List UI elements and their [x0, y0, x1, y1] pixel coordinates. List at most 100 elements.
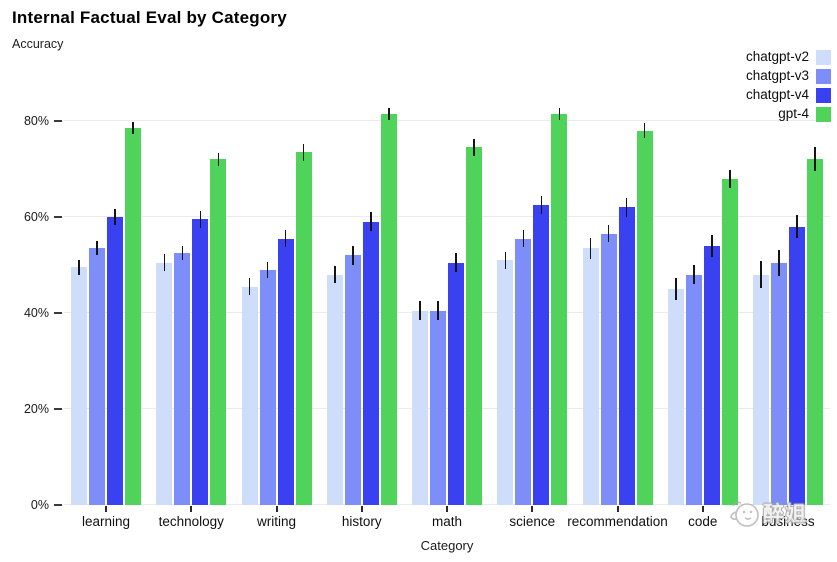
error-bar-chatgpt-v3-learning: [96, 241, 98, 256]
error-bar-chatgpt-v4-science: [540, 196, 542, 214]
bar-chatgpt-v2-science: [497, 251, 514, 505]
bar-group-business: [753, 89, 823, 505]
error-bar-chatgpt-v3-writing: [266, 261, 269, 278]
error-bar-gpt-4-technology: [217, 153, 219, 166]
error-bar-chatgpt-v3-business: [778, 249, 780, 276]
bar-chatgpt-v2-technology: [156, 254, 173, 505]
bar-chatgpt-v4-history: [362, 212, 379, 505]
y-tick-20%: 20%: [24, 402, 62, 416]
bar-chatgpt-v3-science: [515, 230, 532, 505]
bar-chatgpt-v4-math: [448, 253, 464, 505]
bar-gpt-4-learning: [125, 121, 141, 505]
error-bar-gpt-4-learning: [132, 121, 134, 135]
error-bar-gpt-4-business: [814, 147, 816, 172]
bar-chatgpt-v3-learning: [89, 241, 105, 505]
bar-group-history: [326, 89, 397, 505]
bar-chatgpt-v3-technology: [174, 245, 191, 505]
legend-label: chatgpt-v4: [745, 87, 809, 102]
bar-chatgpt-v4-science: [533, 196, 550, 505]
legend-swatch: [816, 106, 831, 122]
gridline-80%: [64, 120, 830, 121]
y-tick-label: 60%: [23, 210, 49, 224]
legend-swatch: [816, 49, 831, 65]
chart-title: Internal Factual Eval by Category: [12, 8, 287, 27]
error-bar-chatgpt-v3-code: [693, 265, 695, 285]
error-bar-chatgpt-v3-technology: [181, 245, 183, 261]
x-label-learning: learning: [81, 514, 131, 529]
legend-item-chatgpt-v4: chatgpt-v4: [746, 87, 831, 103]
legend-swatch: [816, 87, 831, 103]
bar-chatgpt-v4-recommendation: [618, 197, 635, 505]
error-bar-gpt-4-code: [729, 169, 731, 188]
error-bar-chatgpt-v4-writing: [284, 230, 287, 247]
y-axis-title: Accuracy: [12, 37, 64, 51]
y-tick-mark: [54, 504, 62, 506]
y-tick-label: 0%: [30, 498, 49, 512]
error-bar-chatgpt-v2-science: [504, 251, 506, 269]
bar-gpt-4-math: [466, 138, 482, 505]
bar-chatgpt-v3-writing: [259, 261, 276, 505]
y-tick-mark: [54, 408, 62, 410]
bar-gpt-4-technology: [210, 153, 227, 505]
bar-chatgpt-v3-history: [344, 246, 361, 505]
error-bar-chatgpt-v4-learning: [114, 208, 116, 226]
error-bar-chatgpt-v2-history: [334, 265, 336, 284]
gridline-0%: [64, 504, 830, 505]
bar-gpt-4-business: [807, 147, 823, 505]
error-bar-chatgpt-v4-technology: [199, 210, 201, 229]
x-tick-science: [531, 506, 534, 512]
bar-chatgpt-v2-code: [667, 277, 684, 505]
error-bar-chatgpt-v3-history: [352, 246, 354, 265]
x-tick-math: [446, 506, 448, 512]
error-bar-gpt-4-writing: [302, 143, 305, 161]
bar-chatgpt-v3-business: [771, 249, 787, 505]
bar-chatgpt-v2-recommendation: [582, 237, 599, 505]
bar-gpt-4-code: [721, 169, 738, 505]
legend-item-chatgpt-v3: chatgpt-v3: [746, 68, 831, 84]
x-axis-title: Category: [420, 538, 474, 553]
plot-area: [64, 89, 830, 505]
error-bar-chatgpt-v2-code: [675, 277, 677, 301]
error-bar-chatgpt-v4-math: [455, 253, 457, 273]
bar-group-code: [667, 89, 738, 505]
bar-group-learning: [71, 89, 141, 505]
bar-chatgpt-v2-learning: [71, 260, 87, 505]
legend-swatch: [816, 68, 831, 84]
error-bar-chatgpt-v2-writing: [248, 278, 251, 295]
y-tick-40%: 40%: [24, 306, 62, 320]
legend-label: chatgpt-v3: [745, 68, 809, 83]
y-tick-80%: 80%: [24, 114, 62, 128]
bar-group-science: [497, 89, 568, 505]
y-tick-0%: 0%: [31, 498, 62, 512]
bar-chatgpt-v2-business: [753, 261, 769, 505]
x-tick-writing: [275, 506, 278, 512]
y-tick-label: 20%: [23, 402, 49, 416]
x-label-recommendation: recommendation: [567, 514, 668, 529]
bar-chatgpt-v4-business: [789, 215, 805, 505]
error-bar-chatgpt-v4-recommendation: [625, 197, 628, 217]
y-tick-label: 40%: [23, 306, 49, 320]
legend-label: gpt-4: [778, 106, 809, 121]
gridline-40%: [64, 312, 830, 313]
error-bar-gpt-4-history: [388, 107, 390, 121]
x-label-code: code: [688, 514, 718, 529]
legend-label: chatgpt-v2: [745, 49, 809, 64]
x-label-writing: writing: [256, 514, 297, 529]
y-tick-mark: [54, 312, 62, 314]
bar-chatgpt-v2-math: [412, 301, 428, 505]
x-tick-learning: [105, 506, 107, 512]
error-bar-chatgpt-v3-recommendation: [607, 225, 610, 243]
bar-chatgpt-v4-technology: [192, 210, 209, 505]
x-label-technology: technology: [158, 514, 224, 529]
x-label-math: math: [431, 514, 463, 529]
error-bar-chatgpt-v4-code: [711, 234, 713, 257]
x-label-business: business: [761, 514, 815, 529]
y-tick-60%: 60%: [24, 210, 62, 224]
bar-chatgpt-v4-writing: [277, 230, 294, 505]
bar-chatgpt-v3-code: [685, 265, 702, 505]
bar-gpt-4-writing: [295, 143, 312, 505]
error-bar-chatgpt-v2-technology: [163, 254, 165, 271]
x-tick-history: [360, 506, 363, 512]
error-bar-chatgpt-v2-learning: [78, 260, 80, 275]
